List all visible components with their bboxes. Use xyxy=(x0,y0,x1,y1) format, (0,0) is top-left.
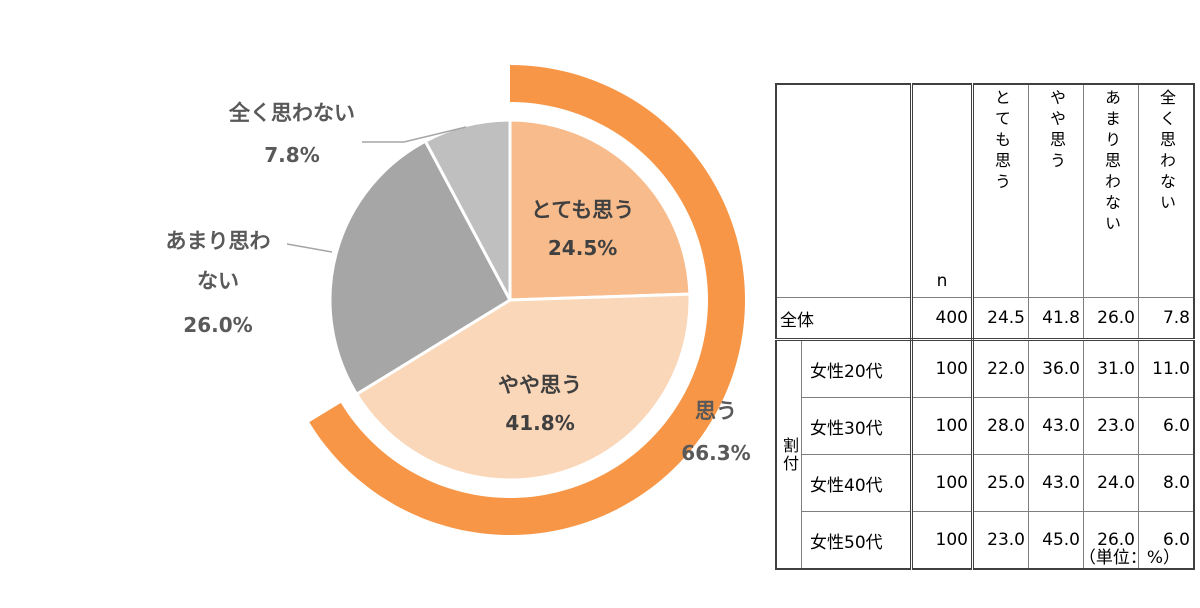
pie-slice xyxy=(354,292,692,482)
col-header-text: やや思う xyxy=(1047,89,1066,173)
cell: 43.0 xyxy=(1028,397,1084,455)
cell: 24.5 xyxy=(972,297,1029,341)
group-label-cell: 割付 xyxy=(775,339,802,570)
row-label: 女性30代 xyxy=(801,397,913,455)
col-header-amari: あまり思わない xyxy=(1083,83,1139,298)
col-header-text: あまり思わない xyxy=(1102,89,1121,236)
table-header-row: n とても思う やや思う あまり思わない 全く思わない xyxy=(775,83,1195,298)
table-corner-cell xyxy=(775,83,913,298)
slice-label: とても思う xyxy=(531,198,634,222)
cell: 400 xyxy=(911,297,974,341)
leader-line xyxy=(362,126,467,143)
slice-label: ない xyxy=(197,269,239,293)
cell: 23.0 xyxy=(1083,397,1139,455)
pie-slice xyxy=(328,139,512,397)
ring-value: 66.3% xyxy=(681,441,750,465)
table-row: 女性50代 100 23.0 45.0 26.0 6.0 xyxy=(776,511,1195,570)
col-header-yaya: やや思う xyxy=(1028,83,1084,298)
cell: 28.0 xyxy=(972,397,1029,455)
col-header-text: とても思う xyxy=(992,89,1011,194)
col-header-text: 全く思わない xyxy=(1157,89,1176,215)
cell: 41.8 xyxy=(1028,297,1084,341)
cell: 26.0 xyxy=(1083,297,1139,341)
cell: 6.0 xyxy=(1138,511,1195,570)
slice-label: あまり思わ xyxy=(166,229,271,253)
table-row: 女性30代 100 28.0 43.0 23.0 6.0 xyxy=(776,397,1195,455)
slice-label: やや思う xyxy=(498,373,582,397)
pie-slice xyxy=(423,118,512,301)
col-header-mattaku: 全く思わない xyxy=(1138,83,1195,298)
pie-slice xyxy=(508,118,692,302)
leader-line xyxy=(286,243,333,253)
cell: 11.0 xyxy=(1138,339,1195,398)
cell: 22.0 xyxy=(972,339,1029,398)
slice-value: 26.0% xyxy=(183,313,252,337)
row-label: 女性40代 xyxy=(801,454,913,512)
cell: 100 xyxy=(911,454,974,512)
cell: 7.8 xyxy=(1138,297,1195,341)
cell: 25.0 xyxy=(972,454,1029,512)
table-row-total: 全体 400 24.5 41.8 26.0 7.8 xyxy=(775,297,1195,341)
ring-label: 思う xyxy=(695,399,737,423)
slice-value: 24.5% xyxy=(548,236,617,260)
cell: 100 xyxy=(911,339,974,398)
cell: 43.0 xyxy=(1028,454,1084,512)
cell: 36.0 xyxy=(1028,339,1084,398)
table-row: 女性40代 100 25.0 43.0 24.0 8.0 xyxy=(776,454,1195,512)
cell: 6.0 xyxy=(1138,397,1195,455)
pie-chart: とても思う 24.5% やや思う 41.8% あまり思わない 26.0% 全く思わない 7.8… xyxy=(166,65,751,535)
table-row: 割付 女性20代 100 22.0 36.0 31.0 11.0 xyxy=(775,339,1195,570)
row-label: 女性20代 xyxy=(801,339,913,398)
cell: 24.0 xyxy=(1083,454,1139,512)
slice-value: 41.8% xyxy=(505,411,574,435)
cell: 8.0 xyxy=(1138,454,1195,512)
cell: 23.0 xyxy=(972,511,1029,570)
row-label: 女性50代 xyxy=(801,511,913,570)
col-header-totemo: とても思う xyxy=(972,83,1029,298)
slice-label: 全く思わない xyxy=(228,101,355,125)
data-table: n とても思う やや思う あまり思わない 全く思わない 全体 400 24.5 … xyxy=(775,83,1195,570)
cell: 100 xyxy=(911,511,974,570)
cell: 100 xyxy=(911,397,974,455)
cell: 26.0 xyxy=(1083,511,1139,570)
cell: 31.0 xyxy=(1083,339,1139,398)
cell: 45.0 xyxy=(1028,511,1084,570)
unit-note: （単位：%） xyxy=(1078,548,1180,568)
col-header-n: n xyxy=(911,83,974,298)
slice-value: 7.8% xyxy=(264,143,319,167)
group-label: 割付 xyxy=(780,436,799,473)
row-label: 全体 xyxy=(775,297,913,341)
